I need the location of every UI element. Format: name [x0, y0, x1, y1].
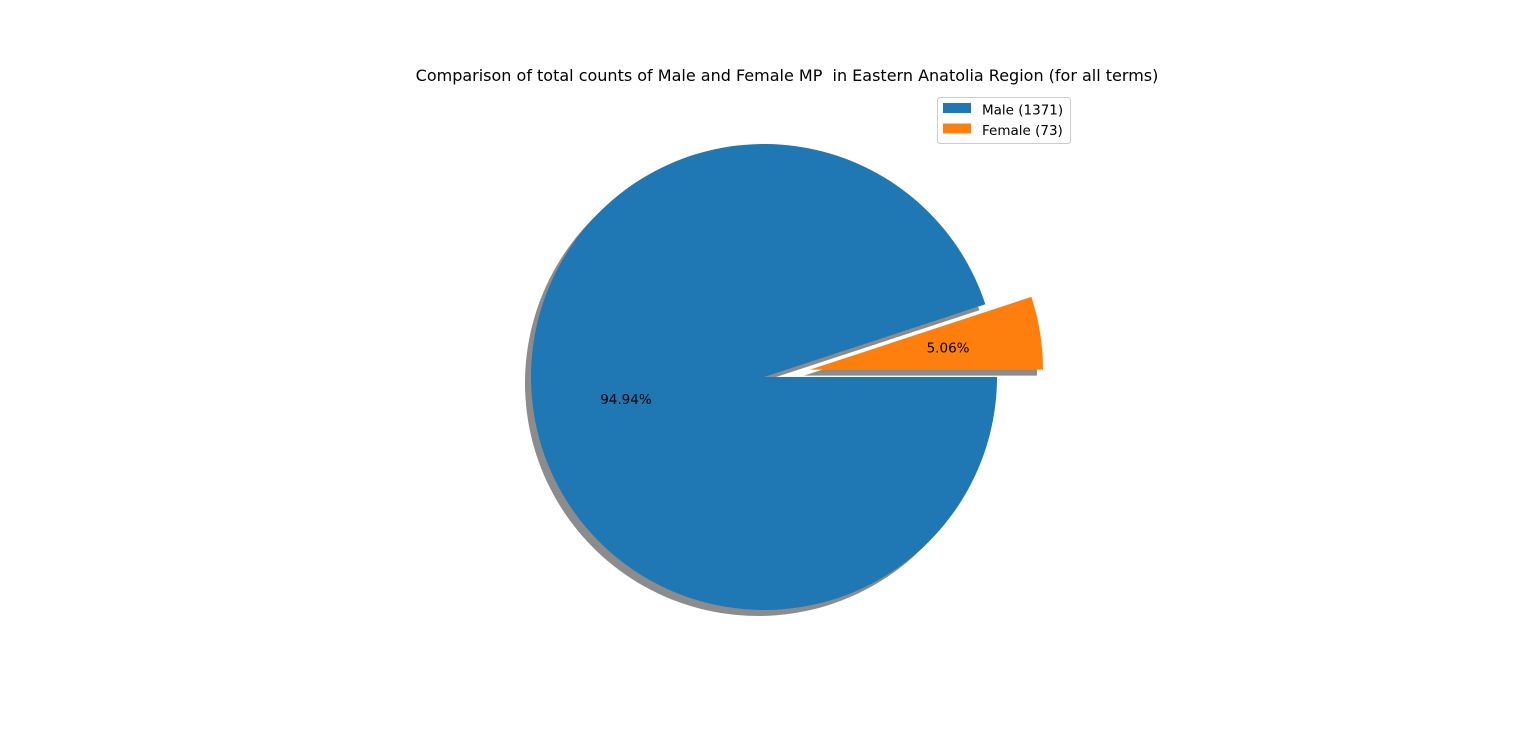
pie-slice-1 [810, 296, 1044, 370]
pie-slice-0 [530, 144, 997, 611]
legend: Male (1371) Female (73) [937, 97, 1071, 144]
pie-group: 94.94% 5.06% [524, 144, 1044, 616]
legend-label-male: Male (1371) [982, 103, 1063, 119]
legend-swatch-female [943, 123, 971, 134]
pie-percent-label-1: 5.06% [927, 341, 970, 357]
chart-title: Comparison of total counts of Male and F… [416, 66, 1159, 85]
legend-swatch-male [943, 103, 971, 113]
legend-label-female: Female (73) [982, 123, 1063, 139]
pie-percent-label-0: 94.94% [600, 392, 652, 408]
